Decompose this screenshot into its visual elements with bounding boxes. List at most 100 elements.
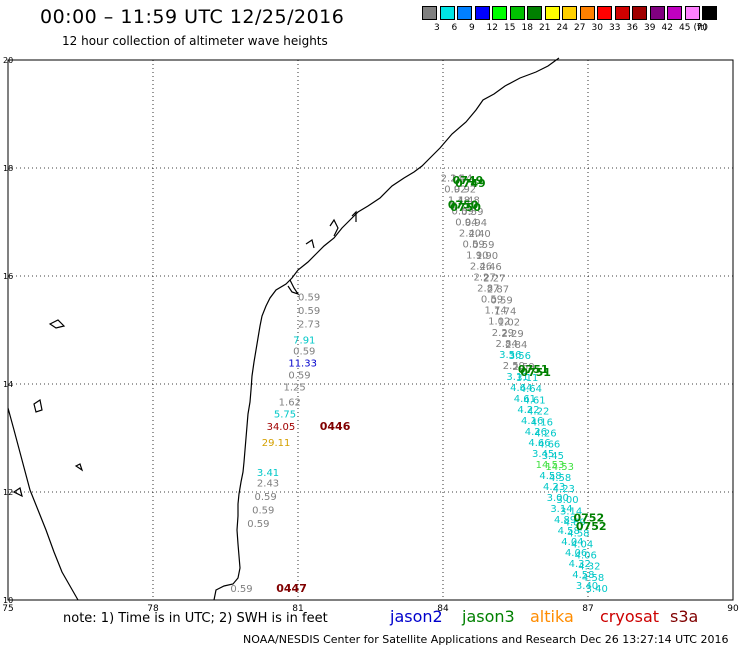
island-lakshadweep-1 [48, 319, 66, 329]
swh-value: 0.59 [288, 371, 310, 382]
track-time-label: 0447 [276, 582, 307, 595]
swh-value: 1.74 [494, 307, 516, 318]
lon-tick-label: 78 [147, 604, 159, 614]
track-time-label: 0749 [453, 174, 484, 187]
lat-tick-label: 18 [3, 164, 13, 173]
swh-value: 3.00 [556, 495, 578, 506]
swh-value: 0.59 [461, 207, 483, 218]
track-time-label: 0751 [520, 366, 551, 379]
swh-value: 4.61 [523, 395, 545, 406]
track-time-label: 0750 [450, 201, 481, 214]
satellite-altika: altika [530, 607, 574, 626]
swh-value: 4.64 [520, 384, 542, 395]
swh-value: 4.16 [531, 418, 553, 429]
swh-value: 4.58 [572, 570, 594, 581]
legend-swatch [474, 6, 490, 20]
swh-value: 2.40 [469, 229, 491, 240]
legend-swatch [684, 6, 700, 20]
swh-value: 0.59 [255, 492, 277, 503]
lon-tick-label: 84 [437, 604, 449, 614]
swh-value: 5.75 [274, 409, 296, 420]
legend-label: 24 [556, 23, 568, 33]
lon-tick-label: 75 [2, 604, 13, 614]
legend-unit: (ft) [693, 23, 708, 33]
swh-value: 4.22 [527, 406, 549, 417]
swh-value: 3.41 [257, 468, 279, 479]
lon-tick-label: 87 [582, 604, 593, 614]
india-east-coast [213, 57, 560, 601]
legend-label: 9 [469, 23, 475, 33]
swh-value: 0.92 [454, 185, 476, 196]
legend-swatch [457, 6, 472, 20]
satellite-jason2: jason2 [390, 607, 443, 626]
coast-spit [305, 239, 315, 249]
swh-value: 2.40 [459, 229, 481, 240]
swh-value: 2.46 [480, 262, 502, 273]
swh-value: 3.14 [560, 506, 582, 517]
swh-value: 0.59 [298, 292, 320, 303]
coast-inlet-mid [329, 218, 339, 237]
legend-swatch [632, 6, 647, 20]
swh-value: 4.64 [510, 383, 532, 394]
swh-value: 3.45 [542, 451, 564, 462]
footer-organization: NOAA/NESDIS Center for Satellite Applica… [243, 633, 577, 646]
swh-value: 2.43 [257, 479, 279, 490]
swh-value: 1.48 [458, 196, 480, 207]
swh-value: 0.59 [452, 207, 474, 218]
swh-value: 0.59 [481, 295, 503, 306]
swh-value: 0.59 [252, 506, 274, 517]
swh-value: 4.26 [525, 427, 547, 438]
legend-label: 70 [696, 23, 708, 33]
swh-value: 2.29 [501, 329, 523, 340]
legend-label: 15 [504, 23, 516, 33]
satellite-jason3: jason3 [462, 607, 515, 626]
track-time-label: 0752 [574, 512, 605, 525]
legend-label: 36 [626, 23, 638, 33]
swh-value: 2.27 [474, 273, 496, 284]
swh-value: 0.59 [463, 240, 485, 251]
swh-value: 4.58 [558, 526, 580, 537]
legend-label: 6 [451, 23, 458, 33]
island-lakshadweep-3 [74, 463, 84, 472]
lat-tick-label: 20 [3, 56, 13, 65]
southern-coast-west [7, 407, 79, 601]
legend-swatch [702, 6, 717, 20]
island-lakshadweep-2 [33, 399, 43, 413]
swh-value: 1.90 [466, 251, 488, 262]
legend-swatch [649, 6, 665, 20]
swh-value: 3.40 [586, 584, 608, 595]
axis-labels: 75 78 81 84 87 90 20 18 16 14 12 10 [2, 56, 739, 614]
swh-value: 4.04 [561, 537, 583, 548]
swh-value: 0.59 [247, 519, 269, 530]
swh-value: 1.02 [498, 318, 520, 329]
legend-swatch [562, 6, 577, 20]
swh-value: 4.16 [521, 416, 543, 427]
legend-label: 21 [539, 23, 551, 33]
swh-value: 2.59 [512, 362, 534, 373]
swh-value: 0.94 [465, 218, 487, 229]
lat-tick-label: 16 [3, 272, 13, 281]
lon-tick-label: 90 [727, 604, 739, 614]
swh-value: 0.59 [490, 296, 512, 307]
lat-tick-label: 14 [3, 380, 13, 389]
satellite-cryosat: cryosat [600, 607, 660, 626]
swh-value: 0.59 [472, 240, 494, 251]
legend-label: 33 [609, 23, 621, 33]
track-time-label: 0446 [320, 420, 351, 433]
legend-swatch [579, 6, 595, 20]
swh-value: 1.25 [284, 382, 306, 393]
swh-value: 2.87 [487, 284, 509, 295]
legend-label: 3 [434, 23, 440, 33]
lon-tick-label: 81 [292, 604, 303, 614]
track-time-label: 0752 [576, 520, 607, 533]
swh-value: 4.23 [553, 484, 575, 495]
legend-label: 39 [644, 23, 656, 33]
swh-value: 4.61 [514, 394, 536, 405]
satellite-s3a: s3a [670, 607, 699, 626]
swh-value: 2.46 [470, 262, 492, 273]
swh-value: 1.62 [279, 398, 301, 409]
swh-value: 34.05 [267, 422, 296, 433]
legend-swatch [527, 6, 542, 20]
swh-value: 4.89 [564, 517, 586, 528]
